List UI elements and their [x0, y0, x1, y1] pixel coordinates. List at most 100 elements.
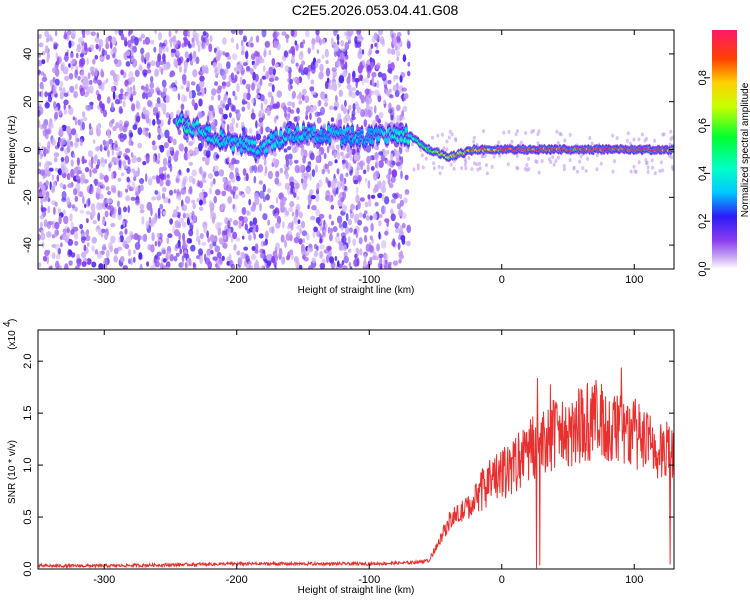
- noise-cell: [338, 223, 343, 229]
- noise-cell: [288, 71, 292, 80]
- noise-cell: [105, 36, 109, 46]
- noise-cell: [60, 242, 63, 248]
- noise-cell: [212, 241, 217, 247]
- noise-cell: [562, 163, 566, 168]
- noise-cell: [368, 106, 373, 111]
- noise-cell: [282, 221, 285, 229]
- noise-cell: [183, 253, 187, 258]
- noise-cell: [230, 37, 235, 43]
- noise-cell: [355, 90, 360, 96]
- noise-cell: [196, 91, 202, 96]
- noise-cell: [189, 238, 193, 244]
- noise-cell: [103, 264, 108, 269]
- noise-cell: [291, 55, 296, 62]
- noise-cell: [138, 252, 143, 260]
- noise-cell: [264, 40, 271, 48]
- noise-cell: [381, 193, 385, 202]
- noise-cell: [255, 35, 260, 43]
- noise-cell: [45, 191, 50, 198]
- noise-cell: [170, 36, 175, 42]
- noise-cell: [367, 73, 371, 79]
- ridge-cell: [406, 140, 411, 144]
- noise-cell: [205, 160, 210, 166]
- noise-cell: [288, 222, 293, 229]
- noise-cell: [383, 262, 390, 269]
- noise-cell: [383, 205, 387, 214]
- noise-cell: [238, 216, 244, 221]
- noise-cell: [204, 253, 207, 262]
- snr-x-label: Height of straight line (km): [298, 585, 415, 596]
- noise-cell: [296, 196, 300, 201]
- noise-cell: [274, 76, 279, 81]
- noise-cell: [241, 39, 244, 47]
- noise-cell: [295, 209, 299, 218]
- noise-cell: [51, 174, 55, 181]
- noise-cell: [447, 135, 451, 140]
- noise-cell: [307, 246, 311, 254]
- noise-cell: [309, 152, 315, 161]
- noise-cell: [289, 249, 294, 256]
- noise-cell: [287, 101, 293, 107]
- noise-cell: [290, 30, 295, 37]
- noise-cell: [285, 37, 289, 44]
- noise-cell: [183, 68, 187, 74]
- noise-cell: [157, 110, 161, 119]
- noise-cell: [333, 106, 338, 111]
- noise-cell: [258, 180, 263, 185]
- noise-cell: [182, 232, 186, 242]
- noise-cell: [85, 210, 91, 215]
- noise-cell: [287, 146, 292, 151]
- noise-cell: [337, 118, 343, 126]
- noise-cell: [438, 171, 442, 176]
- noise-cell: [554, 158, 558, 163]
- noise-cell: [397, 242, 401, 250]
- noise-cell: [396, 203, 402, 210]
- noise-cell: [260, 58, 265, 64]
- noise-cell: [161, 186, 167, 193]
- noise-cell: [375, 114, 380, 122]
- noise-cell: [301, 230, 308, 237]
- noise-cell: [158, 144, 164, 149]
- noise-cell: [285, 154, 289, 162]
- noise-cell: [319, 238, 323, 244]
- noise-cell: [280, 234, 285, 243]
- noise-cell: [325, 60, 329, 64]
- noise-cell: [396, 56, 399, 62]
- noise-cell: [315, 216, 321, 224]
- noise-cell: [333, 151, 337, 159]
- noise-cell: [150, 60, 156, 67]
- noise-cell: [375, 49, 380, 54]
- noise-cell: [259, 78, 263, 86]
- noise-cell: [188, 161, 193, 166]
- noise-cell: [400, 170, 403, 179]
- noise-cell: [572, 166, 576, 171]
- noise-cell: [46, 170, 51, 177]
- noise-cell: [139, 263, 143, 269]
- noise-cell: [85, 235, 91, 242]
- noise-cell: [86, 57, 89, 66]
- noise-cell: [52, 180, 56, 189]
- noise-cell: [109, 205, 115, 214]
- noise-cell: [188, 141, 194, 147]
- noise-cell: [228, 253, 232, 261]
- noise-cell: [383, 253, 389, 261]
- noise-cell: [492, 154, 496, 159]
- noise-cell: [57, 109, 63, 116]
- noise-cell: [253, 164, 257, 174]
- colorbar-gradient: [712, 30, 737, 269]
- noise-cell: [324, 163, 328, 170]
- noise-cell: [133, 176, 137, 182]
- noise-cell: [463, 157, 467, 162]
- noise-cell: [274, 177, 280, 185]
- noise-cell: [113, 255, 118, 263]
- noise-cell: [176, 50, 180, 56]
- noise-cell: [247, 101, 251, 110]
- noise-cell: [64, 30, 67, 40]
- noise-cell: [330, 261, 336, 269]
- noise-cell: [186, 57, 190, 63]
- noise-cell: [134, 242, 141, 250]
- noise-cell: [284, 65, 290, 73]
- noise-cell: [359, 248, 363, 256]
- noise-cell: [190, 81, 196, 86]
- noise-cell: [175, 252, 180, 257]
